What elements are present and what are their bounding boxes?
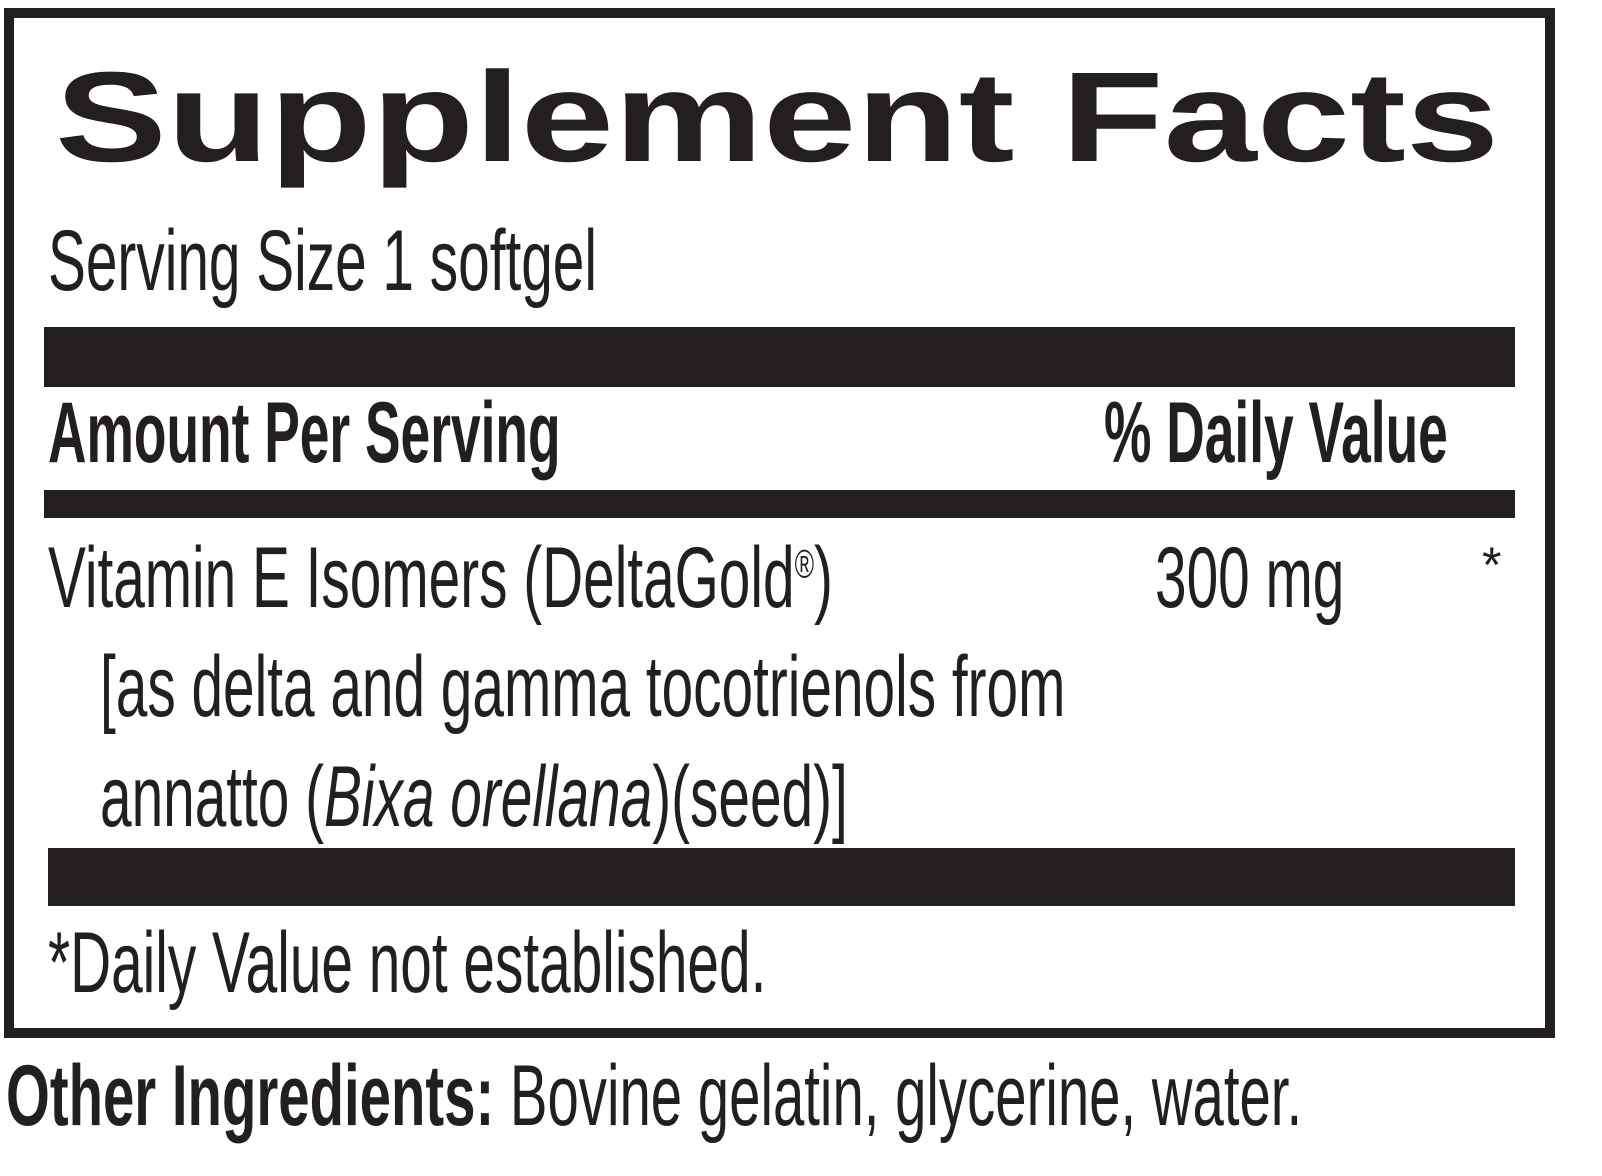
- ingredient-amount: 300 mg: [1155, 530, 1345, 626]
- ingredient-detail-line2: annatto (Bixa orellana)(seed)]: [100, 754, 848, 840]
- daily-value-header: % Daily Value: [1104, 385, 1448, 481]
- thick-divider-bottom: [48, 848, 1515, 906]
- ingredient-daily-value: *: [1482, 537, 1502, 593]
- supplement-facts-panel: [4, 8, 1555, 1038]
- other-ingredients-label: Other Ingredients:: [6, 1048, 495, 1144]
- serving-size: Serving Size 1 softgel: [48, 213, 597, 309]
- ingredient-name-close: ): [814, 530, 833, 626]
- panel-title: Supplement Facts: [55, 46, 1500, 189]
- registered-mark: ®: [794, 542, 815, 587]
- ingredient-name: Vitamin E Isomers (DeltaGold®): [48, 535, 833, 621]
- divider-header: [44, 490, 1515, 518]
- thick-divider-top: [44, 327, 1515, 387]
- ingredient-detail-line1: [as delta and gamma tocotrienols from: [100, 639, 1066, 735]
- footnote: *Daily Value not established.: [48, 915, 767, 1011]
- other-ingredients: Other Ingredients: Bovine gelatin, glyce…: [6, 1053, 1302, 1139]
- amount-per-serving-header: Amount Per Serving: [48, 385, 561, 481]
- other-ingredients-value: Bovine gelatin, glycerine, water.: [509, 1048, 1303, 1144]
- botanical-name: Bixa orellana: [324, 749, 653, 845]
- detail-suffix: )(seed)]: [652, 749, 848, 845]
- ingredient-name-text: Vitamin E Isomers (DeltaGold: [48, 530, 795, 626]
- detail-prefix: annatto (: [100, 749, 325, 845]
